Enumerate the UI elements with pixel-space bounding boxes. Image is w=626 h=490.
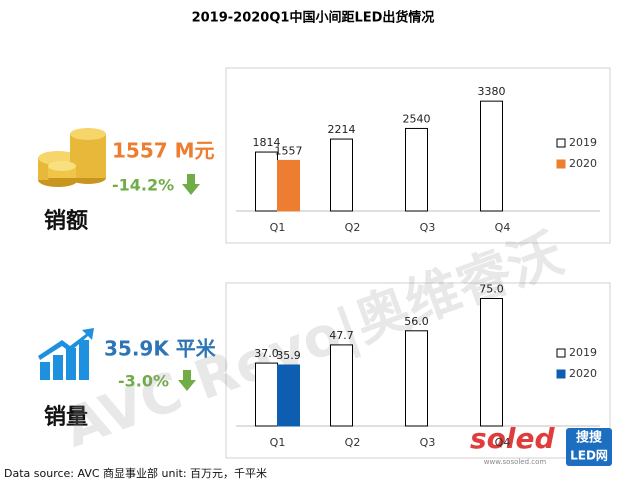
data-label: 1814: [253, 136, 281, 149]
x-tick-label: Q3: [420, 436, 436, 449]
data-label: 1557: [275, 144, 303, 157]
x-tick-label: Q4: [495, 221, 511, 234]
legend-swatch: [556, 369, 566, 379]
legend-swatch: [556, 348, 566, 358]
bar: [255, 362, 278, 427]
bar: [330, 344, 353, 427]
kpi-value: 35.9K 平米: [104, 337, 217, 361]
kpi-change: -3.0%: [118, 372, 169, 391]
bar: [405, 127, 428, 212]
coin-icon: [38, 128, 106, 187]
kpi-change: -14.2%: [112, 176, 174, 195]
bar: [255, 151, 278, 212]
x-tick-label: Q1: [270, 436, 286, 449]
x-tick-label: Q4: [495, 436, 511, 449]
x-tick-label: Q2: [345, 221, 361, 234]
data-label: 3380: [478, 85, 506, 98]
bar: [277, 159, 300, 212]
kpi-label: 销量: [44, 405, 88, 430]
bar: [405, 330, 428, 427]
data-label: 2540: [403, 112, 431, 125]
legend-label: 2020: [569, 157, 597, 170]
legend-swatch: [556, 159, 566, 169]
down-arrow: [178, 370, 196, 391]
data-label: 2214: [328, 123, 356, 136]
x-tick-label: Q2: [345, 436, 361, 449]
data-label: 75.0: [479, 283, 504, 296]
title: 2019-2020Q1中国小间距LED出货情况: [192, 10, 435, 26]
logo-sub: LED网: [570, 449, 608, 463]
bar: [480, 100, 503, 212]
logo-url: www.sosoled.com: [484, 458, 547, 466]
bar: [330, 138, 353, 212]
logo-cn: 搜搜: [576, 430, 603, 446]
legend-label: 2019: [569, 136, 597, 149]
logo: soled 搜搜 LED网 www.sosoled.com: [470, 422, 612, 466]
logo-brand: soled: [470, 422, 555, 455]
data-label: 56.0: [404, 315, 429, 328]
bar: [480, 298, 503, 427]
x-tick-label: Q1: [270, 221, 286, 234]
down-arrow: [182, 174, 200, 195]
legend-swatch: [556, 138, 566, 148]
data-label: 35.9: [276, 349, 301, 362]
legend-label: 2019: [569, 346, 597, 359]
legend-label: 2020: [569, 367, 597, 380]
x-tick-label: Q3: [420, 221, 436, 234]
bar-icon: [38, 328, 94, 380]
footnote: Data source: AVC 商显事业部 unit: 百万元，千平米: [4, 466, 267, 480]
bar: [277, 364, 300, 427]
data-label: 47.7: [329, 329, 354, 342]
data-label: 37.0: [254, 347, 279, 360]
kpi-value: 1557 M元: [112, 139, 215, 163]
kpi-label: 销额: [44, 209, 88, 234]
